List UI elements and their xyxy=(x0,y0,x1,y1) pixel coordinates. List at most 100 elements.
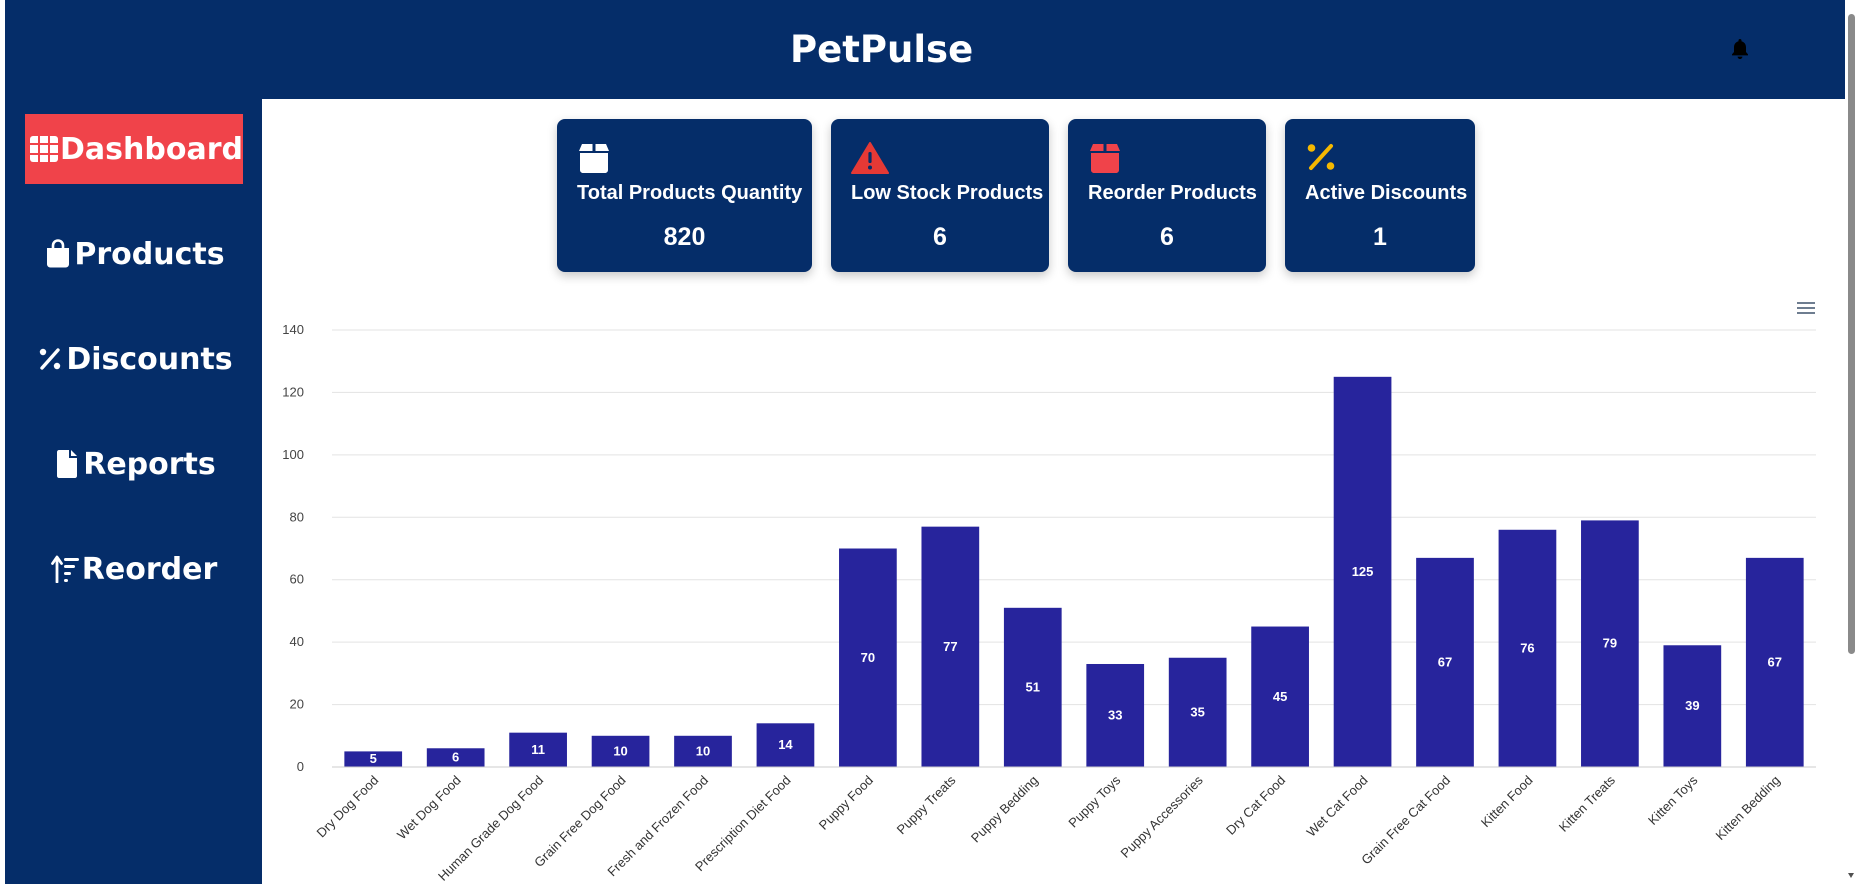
card-label: Low Stock Products xyxy=(851,182,1044,204)
data-label: 6 xyxy=(452,750,459,765)
sidebar-item-reorder[interactable]: Reorder xyxy=(25,534,243,604)
y-tick-label: 120 xyxy=(282,384,304,399)
sidebar: Dashboard Products Discounts xyxy=(5,99,262,884)
data-label: 10 xyxy=(613,743,627,758)
sidebar-item-reports[interactable]: Reports xyxy=(25,429,243,499)
data-label: 45 xyxy=(1273,689,1287,704)
bar xyxy=(1498,529,1557,767)
y-tick-label: 40 xyxy=(290,634,304,649)
main-content: Total Products Quantity 820 Low Stock Pr… xyxy=(262,99,1845,884)
stat-card-total-products: Total Products Quantity 820 xyxy=(557,119,812,272)
card-value: 6 xyxy=(933,223,947,251)
scroll-down-arrow-icon[interactable] xyxy=(1847,868,1855,882)
data-label: 67 xyxy=(1438,654,1452,669)
bar xyxy=(1745,557,1804,767)
data-label: 79 xyxy=(1603,636,1617,651)
bar xyxy=(839,548,897,767)
card-value: 6 xyxy=(1160,223,1174,251)
sidebar-item-products[interactable]: Products xyxy=(25,219,243,289)
bar xyxy=(921,526,980,767)
header: PetPulse xyxy=(5,0,1845,99)
y-tick-label: 80 xyxy=(290,509,304,524)
y-tick-label: 100 xyxy=(282,447,304,462)
x-tick-label: Puppy Food xyxy=(816,773,876,833)
x-tick-label: Grain Free Cat Food xyxy=(1358,773,1453,868)
bar xyxy=(1663,645,1722,767)
bar xyxy=(1168,657,1227,767)
sidebar-item-label: Discounts xyxy=(66,341,233,377)
data-label: 77 xyxy=(943,639,957,654)
percent-icon xyxy=(1305,141,1339,175)
bar xyxy=(1086,663,1145,767)
bar xyxy=(1333,376,1392,767)
y-tick-label: 20 xyxy=(290,697,304,712)
bar xyxy=(344,751,403,767)
data-label: 67 xyxy=(1768,654,1782,669)
stat-card-low-stock: Low Stock Products 6 xyxy=(831,119,1049,272)
grid-icon xyxy=(29,134,59,164)
bar xyxy=(426,748,485,767)
stat-card-reorder: Reorder Products 6 xyxy=(1068,119,1266,272)
x-tick-label: Puppy Toys xyxy=(1065,772,1123,830)
x-tick-label: Wet Cat Food xyxy=(1304,773,1371,840)
bar xyxy=(1003,607,1062,767)
data-label: 76 xyxy=(1520,640,1534,655)
x-tick-label: Dry Dog Food xyxy=(314,773,382,841)
card-label: Total Products Quantity xyxy=(577,182,803,204)
bar xyxy=(1581,520,1639,767)
data-label: 5 xyxy=(370,751,377,766)
bell-icon[interactable] xyxy=(1730,38,1750,60)
scrollbar-thumb[interactable] xyxy=(1848,14,1855,654)
x-tick-label: Prescription Diet Food xyxy=(692,773,794,875)
x-tick-label: Kitten Bedding xyxy=(1712,773,1782,843)
warning-triangle-icon xyxy=(851,141,889,175)
box-icon xyxy=(577,141,611,175)
percent-icon xyxy=(35,344,65,374)
data-label: 10 xyxy=(696,743,710,758)
card-label: Reorder Products xyxy=(1088,182,1257,204)
card-label: Active Discounts xyxy=(1305,182,1468,204)
sort-amount-up-icon xyxy=(50,554,81,584)
x-tick-label: Kitten Treats xyxy=(1556,772,1619,835)
data-label: 70 xyxy=(861,650,875,665)
x-tick-label: Puppy Accessories xyxy=(1118,772,1207,861)
bar xyxy=(1416,557,1474,767)
data-label: 39 xyxy=(1685,698,1699,713)
hamburger-menu-icon[interactable] xyxy=(1795,299,1817,317)
sidebar-item-label: Dashboard xyxy=(60,131,243,167)
bar xyxy=(509,732,567,767)
data-label: 11 xyxy=(531,742,545,757)
file-icon xyxy=(52,449,82,479)
stat-card-active-discounts: Active Discounts 1 xyxy=(1285,119,1475,272)
sidebar-item-dashboard[interactable]: Dashboard xyxy=(25,114,243,184)
bar-chart: 0 20 40 60 80 100 120 140 5 Dry Dog Food 6 Wet Dog … xyxy=(262,99,1845,884)
x-tick-label: Dry Cat Food xyxy=(1223,773,1288,838)
card-value: 1 xyxy=(1373,223,1387,251)
bar xyxy=(674,735,732,767)
y-tick-label: 0 xyxy=(297,759,304,774)
bar xyxy=(1251,626,1309,767)
x-tick-label: Puppy Treats xyxy=(894,772,959,837)
data-label: 35 xyxy=(1190,704,1204,719)
bar xyxy=(756,723,815,767)
y-tick-label: 60 xyxy=(290,572,304,587)
data-label: 33 xyxy=(1108,707,1122,722)
x-tick-label: Kitten Toys xyxy=(1645,772,1701,828)
app-title: PetPulse xyxy=(790,28,974,71)
sidebar-item-label: Reorder xyxy=(81,551,218,587)
x-tick-label: Wet Dog Food xyxy=(394,773,464,843)
sidebar-item-label: Reports xyxy=(83,446,216,482)
bar-chart-svg: 0 20 40 60 80 100 120 140 5 Dry Dog Food 6 Wet Dog … xyxy=(282,322,1816,884)
box-icon xyxy=(1088,141,1122,175)
shopping-bag-icon xyxy=(43,239,73,269)
x-tick-label: Puppy Bedding xyxy=(968,773,1041,846)
data-label: 14 xyxy=(778,737,793,752)
sidebar-item-label: Products xyxy=(74,236,225,272)
sidebar-item-discounts[interactable]: Discounts xyxy=(25,324,243,394)
data-label: 51 xyxy=(1026,679,1040,694)
y-tick-label: 140 xyxy=(282,322,304,337)
x-tick-label: Kitten Food xyxy=(1478,773,1536,831)
card-value: 820 xyxy=(663,223,706,251)
app-window: PetPulse Dashboard xyxy=(5,0,1845,884)
x-tick-label: Grain Free Dog Food xyxy=(531,773,628,870)
